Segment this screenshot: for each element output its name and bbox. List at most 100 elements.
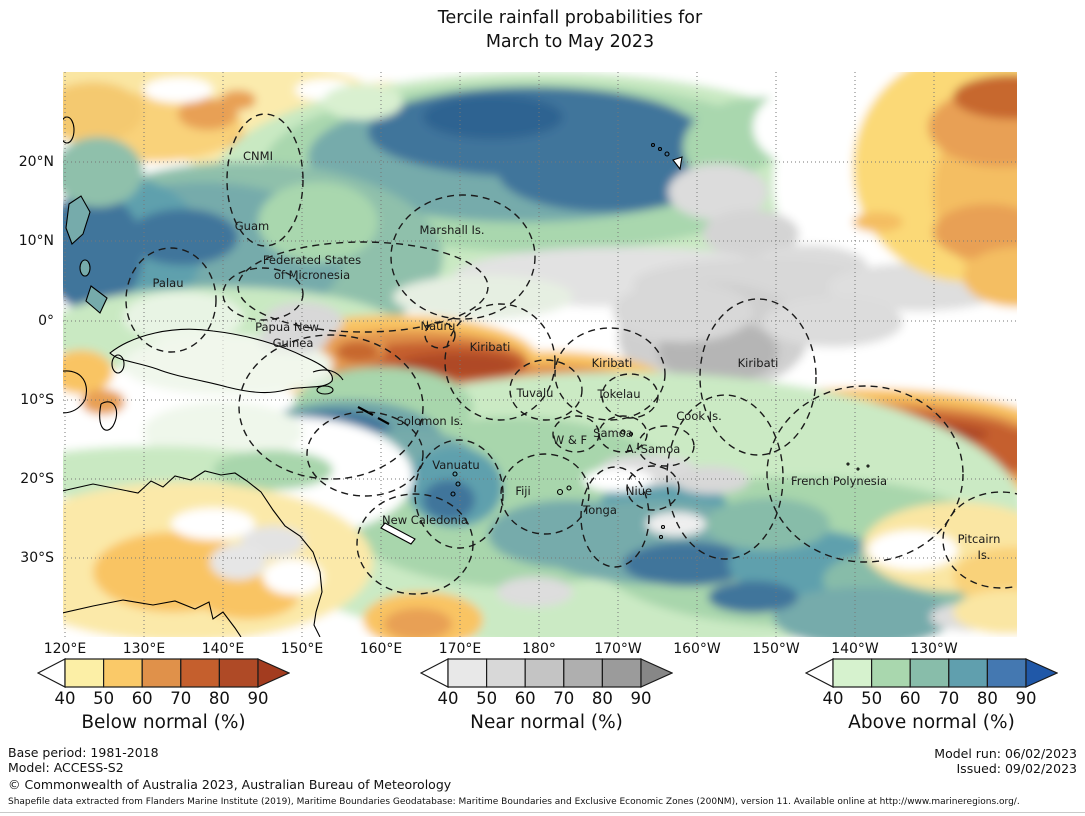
map-place-label: Is. (977, 548, 990, 562)
eez-new-caledonia (356, 493, 474, 595)
eez-kiribati-line (699, 298, 817, 456)
map-place-label: CNMI (243, 149, 273, 163)
map-place-label: W & F (553, 433, 587, 447)
legend-swatch (986, 658, 1027, 688)
map-place-label: Tuvalu (516, 386, 554, 400)
legend-tick-label: 50 (861, 689, 883, 708)
lon-tick-label: 160°W (673, 641, 721, 657)
sulawesi-coast (99, 401, 118, 431)
shapefile-attribution: Shapefile data extracted from Flanders M… (8, 797, 1020, 807)
legend-tick-label: 40 (437, 689, 459, 708)
legend-swatch (909, 658, 950, 688)
map-place-label: Pitcairn (958, 532, 1001, 546)
legend-swatch (832, 658, 873, 688)
map-place-label: Solomon Is. (397, 414, 464, 428)
model-text: Model: ACCESS-S2 (8, 760, 124, 775)
legend-swatch (180, 658, 221, 688)
society-island (846, 462, 850, 466)
lon-tick-label: 130°W (910, 641, 958, 657)
legend-right-arrow (640, 658, 674, 688)
map-place-label: Marshall Is. (419, 223, 484, 237)
map-place-label: Fiji (515, 484, 530, 498)
legend-tick-label: 60 (514, 689, 536, 708)
lon-tick-label: 140°E (201, 641, 245, 657)
eez-french-polynesia (766, 385, 964, 563)
samoa-island (628, 431, 634, 437)
hawaii-big-island (672, 156, 683, 171)
legend-tick-label: 40 (54, 689, 76, 708)
visayas-island (79, 259, 91, 277)
eez-kiribati-gilbert (444, 303, 556, 421)
title-line-2: March to May 2023 (485, 32, 655, 52)
eez-tuvalu (509, 359, 583, 421)
eez-cnmi (226, 113, 304, 247)
hawaii-island (664, 151, 670, 157)
hawaii-island (657, 146, 663, 152)
map-place-label: Nauru (421, 319, 456, 333)
legend-below-normal: 40 50 60 70 80 90 Below normal (%) (36, 658, 291, 746)
new-caledonia-island (380, 522, 416, 545)
map-place-label: Niue (626, 484, 652, 498)
legend-tick-label: 40 (822, 689, 844, 708)
model-run-text: Model run: 06/02/2023 (934, 746, 1077, 761)
map-place-label: Kiribati (470, 340, 511, 354)
pacific-probability-map: CNMI Guam Marshall Is. Federated States of M… (0, 49, 1085, 657)
map-place-label: Papua New (255, 320, 319, 334)
map-place-label: Palau (153, 276, 184, 290)
society-island (866, 464, 870, 468)
eez-palau (125, 247, 217, 353)
eez-fsm (237, 241, 489, 333)
map-place-label: Kiribati (738, 356, 779, 370)
lat-tick-label: 10°N (18, 233, 54, 249)
lat-tick-label: 30°S (20, 550, 54, 566)
lon-tick-label: 170°E (438, 641, 482, 657)
legend-caption: Near normal (%) (470, 712, 623, 733)
legend-swatch (601, 658, 642, 688)
legend-tick-label: 60 (899, 689, 921, 708)
australia-south-coast (57, 599, 242, 638)
eez-tokelau (601, 373, 659, 419)
vanuatu-island (452, 471, 458, 477)
legend-tick-label: 50 (93, 689, 115, 708)
eez-png (238, 334, 424, 480)
lon-tick-label: 160°E (359, 641, 403, 657)
legend-left-arrow (804, 658, 834, 688)
lon-tick-label: 140°W (831, 641, 879, 657)
bougainville-island (316, 385, 334, 395)
eez-samoa (598, 415, 648, 453)
eez-nauru (424, 321, 456, 349)
halmahera-island (111, 354, 125, 374)
lon-tick-label: 150°W (752, 641, 800, 657)
map-place-label: New Caledonia (382, 513, 468, 527)
eez-guam (222, 267, 304, 321)
map-place-label: Federated States (263, 253, 361, 267)
tonga-island (658, 534, 664, 540)
legend-caption: Below normal (%) (81, 712, 246, 733)
legend-swatch (524, 658, 565, 688)
legend-tick-row: 40 50 60 70 80 90 (805, 689, 1058, 711)
base-period-text: Base period: 1981-2018 (8, 745, 159, 760)
copyright-text: © Commonwealth of Australia 2023, Austra… (8, 777, 452, 792)
map-place-label: of Micronesia (274, 268, 350, 282)
legend-right-arrow (1025, 658, 1059, 688)
luzon-island (65, 195, 91, 245)
map-place-label: Kiribati (592, 356, 633, 370)
lat-tick-label: 10°S (20, 392, 54, 408)
legend-colorbar (36, 658, 291, 688)
australia-coast (57, 470, 323, 638)
legend-tick-label: 80 (591, 689, 613, 708)
map-place-label: A. Samoa (626, 442, 681, 456)
fiji-island (566, 485, 572, 491)
legend-caption: Above normal (%) (848, 712, 1015, 733)
lon-tick-label: 120°E (43, 641, 87, 657)
tonga-island (660, 524, 666, 530)
eez-kiribati-phoenix (554, 327, 666, 421)
legend-tick-row: 40 50 60 70 80 90 (37, 689, 290, 711)
lat-tick-label: 20°S (20, 471, 54, 487)
rainfall-probability-field (0, 49, 1085, 657)
lat-tick-label: 20°N (18, 154, 54, 170)
legend-swatch (218, 658, 259, 688)
